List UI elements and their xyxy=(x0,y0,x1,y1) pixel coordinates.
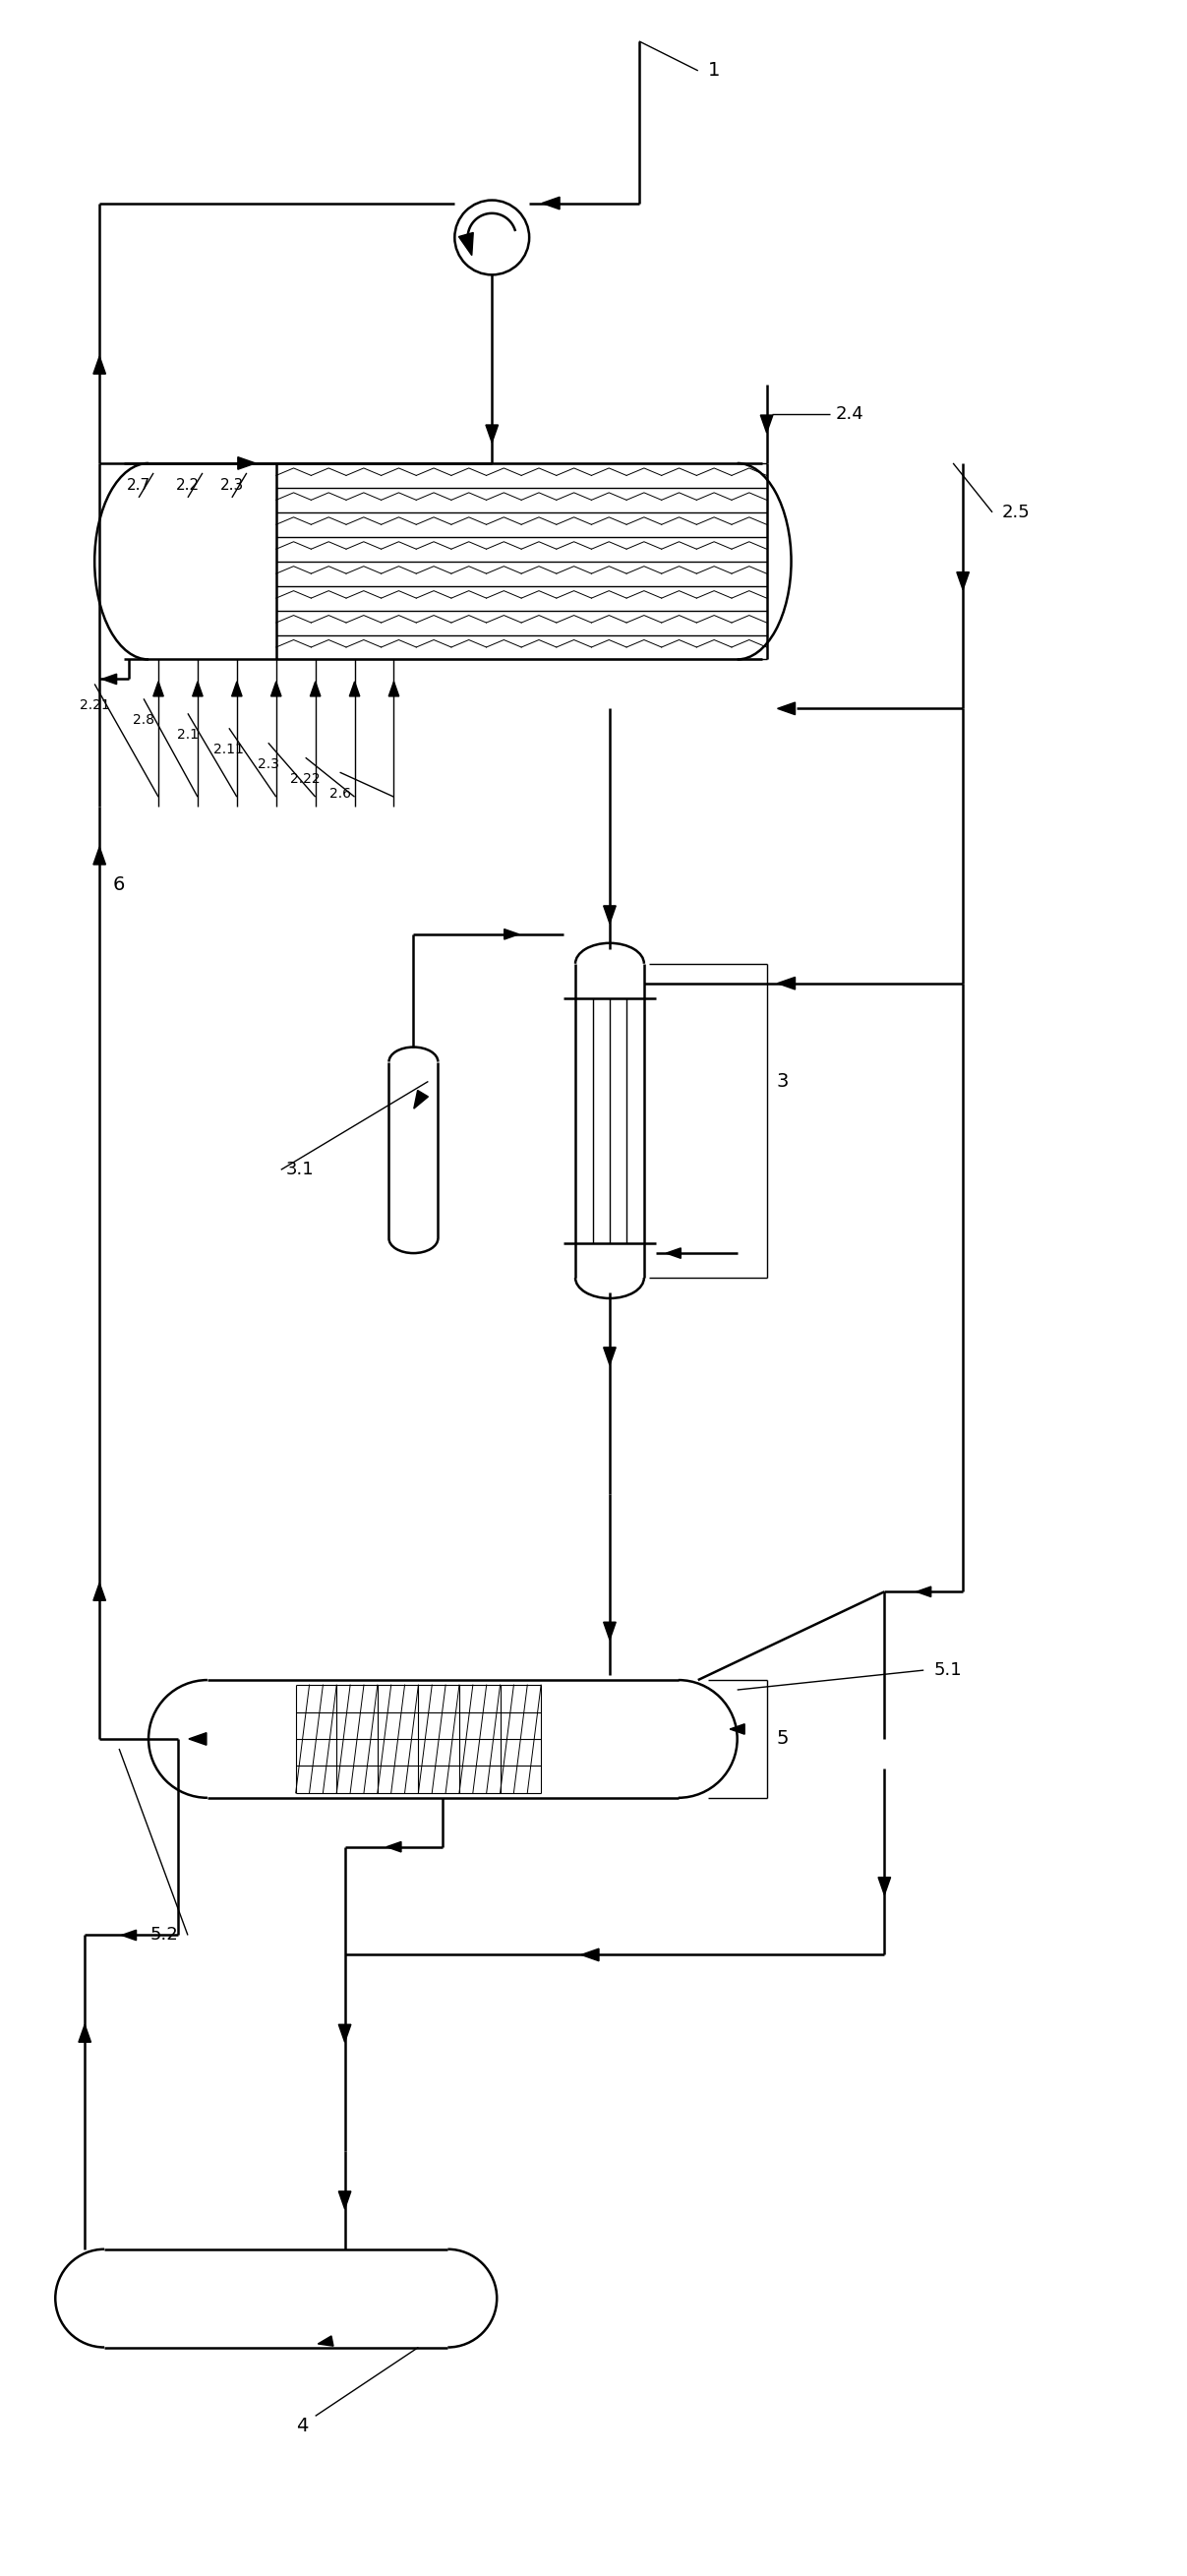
Text: 2.7: 2.7 xyxy=(127,479,151,492)
Polygon shape xyxy=(957,572,969,590)
Text: 5.2: 5.2 xyxy=(150,1927,178,1945)
Polygon shape xyxy=(485,425,499,443)
Polygon shape xyxy=(730,1723,744,1734)
Polygon shape xyxy=(603,1347,616,1365)
Text: 2.6: 2.6 xyxy=(329,788,350,801)
Polygon shape xyxy=(94,848,106,866)
Text: 2.8: 2.8 xyxy=(133,714,154,726)
Text: 2.5: 2.5 xyxy=(1002,502,1030,520)
Text: 6: 6 xyxy=(113,876,125,894)
Polygon shape xyxy=(542,196,559,209)
Polygon shape xyxy=(582,1947,599,1960)
Text: 3: 3 xyxy=(776,1072,788,1090)
Polygon shape xyxy=(153,683,164,696)
Text: 2.3: 2.3 xyxy=(220,479,243,492)
Polygon shape xyxy=(121,1929,137,1940)
Polygon shape xyxy=(603,1623,616,1641)
Polygon shape xyxy=(458,232,474,255)
Polygon shape xyxy=(78,2025,91,2043)
Polygon shape xyxy=(318,2336,334,2347)
Polygon shape xyxy=(192,683,203,696)
Polygon shape xyxy=(94,355,106,374)
Text: 2.22: 2.22 xyxy=(291,773,320,786)
Polygon shape xyxy=(504,930,519,940)
Polygon shape xyxy=(414,1090,429,1108)
Polygon shape xyxy=(387,1842,401,1852)
Text: 5.1: 5.1 xyxy=(933,1662,961,1680)
Polygon shape xyxy=(102,675,116,685)
Polygon shape xyxy=(271,683,281,696)
Text: 2.3: 2.3 xyxy=(258,757,279,770)
Polygon shape xyxy=(666,1247,681,1257)
Text: 2.21: 2.21 xyxy=(80,698,109,714)
Polygon shape xyxy=(231,683,242,696)
Polygon shape xyxy=(338,2025,351,2043)
Polygon shape xyxy=(761,415,773,433)
Polygon shape xyxy=(94,1582,106,1600)
Text: 4: 4 xyxy=(296,2416,307,2434)
Polygon shape xyxy=(349,683,360,696)
Text: 2.11: 2.11 xyxy=(214,742,245,757)
Polygon shape xyxy=(237,456,255,469)
Polygon shape xyxy=(310,683,320,696)
Polygon shape xyxy=(916,1587,931,1597)
Text: 5: 5 xyxy=(776,1728,789,1749)
Polygon shape xyxy=(338,2192,351,2210)
Text: 2.2: 2.2 xyxy=(176,479,199,492)
Text: 1: 1 xyxy=(707,62,721,80)
Text: 3.1: 3.1 xyxy=(286,1162,315,1180)
Polygon shape xyxy=(878,1878,890,1896)
Polygon shape xyxy=(388,683,399,696)
Text: 2.1: 2.1 xyxy=(177,729,198,742)
Polygon shape xyxy=(189,1734,207,1744)
Text: 2.4: 2.4 xyxy=(836,404,864,422)
Polygon shape xyxy=(603,907,616,922)
Polygon shape xyxy=(777,703,795,714)
Polygon shape xyxy=(777,976,795,989)
